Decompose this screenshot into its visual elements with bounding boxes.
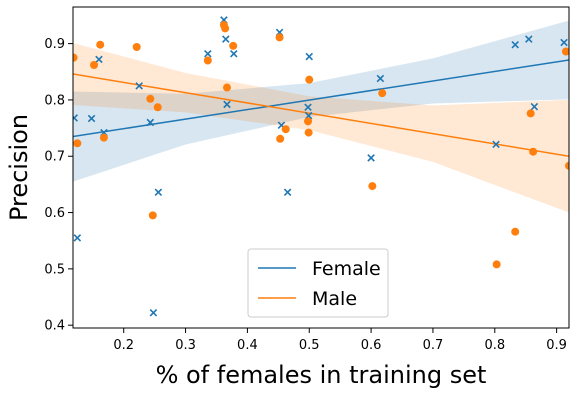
male-point [561, 47, 569, 56]
male-point [304, 128, 313, 137]
female-point [230, 49, 238, 58]
male-point [73, 53, 78, 62]
legend-box [247, 248, 389, 318]
male-point [378, 89, 387, 98]
y-tick-label: 0.8 [44, 93, 65, 108]
legend-male-label: Male [312, 288, 357, 310]
y-axis-ticks: 0.4 0.5 0.6 0.7 0.8 0.9 [44, 37, 73, 334]
x-tick-label: 0.8 [484, 338, 505, 353]
male-point [96, 40, 105, 49]
female-point [560, 38, 568, 47]
male-point [153, 103, 162, 112]
female-point [492, 140, 500, 149]
female-point [154, 188, 163, 197]
female-point [525, 35, 533, 43]
male-point [203, 56, 212, 65]
regression-lines [73, 59, 569, 157]
y-tick-label: 0.4 [44, 319, 65, 334]
male-point [565, 161, 569, 170]
plot-frame [72, 6, 570, 329]
confidence-bands [73, 20, 569, 213]
x-tick-label: 0.4 [237, 338, 258, 353]
male-point [221, 24, 230, 33]
male-point [132, 42, 141, 51]
male-point [229, 41, 238, 50]
x-tick-label: 0.9 [546, 338, 567, 353]
legend-female-label: Female [312, 258, 381, 280]
female-point [95, 55, 103, 64]
female-point [204, 49, 212, 58]
male-point [275, 33, 284, 42]
male-point [276, 134, 285, 143]
male-point [99, 133, 108, 142]
x-axis-ticks: 0.2 0.3 0.4 0.5 0.6 0.7 0.8 0.9 [113, 328, 567, 353]
female-point [73, 234, 82, 242]
x-tick-label: 0.7 [423, 338, 444, 353]
male-point [90, 61, 99, 70]
male-point [526, 109, 535, 118]
x-tick-label: 0.3 [175, 338, 196, 353]
female-point [283, 188, 292, 197]
x-axis-label: % of females in training set [156, 361, 487, 389]
male-point [281, 125, 290, 134]
male-point [222, 83, 231, 92]
female-point [304, 103, 312, 112]
male-point [73, 139, 82, 148]
x-tick-label: 0.6 [361, 338, 382, 353]
male-fit-line [73, 73, 569, 157]
female-confidence-band [73, 20, 569, 182]
x-tick-label: 0.2 [113, 338, 134, 353]
male-point [305, 75, 314, 84]
female-point [73, 114, 79, 122]
female-point [223, 100, 231, 109]
male-point [511, 227, 520, 236]
x-tick-label: 0.5 [299, 338, 320, 353]
male-point [148, 211, 157, 220]
female-point [135, 82, 143, 90]
y-tick-label: 0.7 [44, 150, 65, 165]
male-confidence-band [73, 43, 569, 213]
female-point [146, 118, 155, 127]
female-point [149, 309, 158, 317]
male-point [304, 117, 313, 126]
y-tick-label: 0.6 [44, 206, 65, 221]
female-point [530, 102, 539, 111]
y-tick-label: 0.9 [44, 37, 65, 52]
female-fit-line [73, 59, 569, 138]
female-point [367, 154, 375, 162]
female-point [221, 35, 230, 43]
female-point [87, 114, 96, 123]
male-point [492, 260, 501, 269]
male-point [146, 94, 155, 103]
male-point [529, 147, 538, 156]
female-point [376, 74, 385, 83]
y-axis-label: Precision [5, 114, 33, 221]
y-tick-label: 0.5 [44, 262, 65, 277]
female-point [305, 52, 314, 61]
female-point [511, 40, 519, 49]
data-points [73, 16, 569, 317]
legend: Female Male [247, 248, 389, 318]
male-point [368, 182, 377, 191]
